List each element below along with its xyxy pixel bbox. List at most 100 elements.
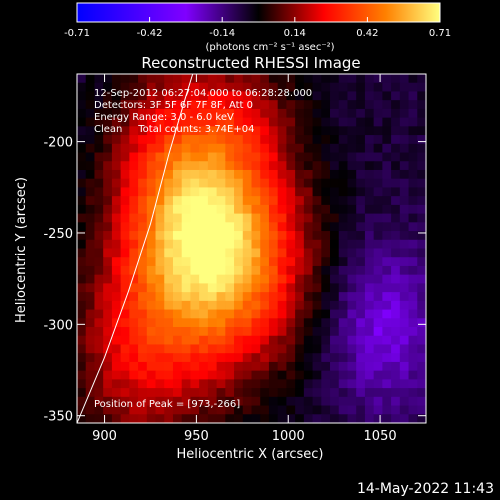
heatmap-cell: [417, 117, 426, 127]
heatmap-cell: [85, 74, 96, 84]
heatmap-cell: [286, 335, 296, 346]
heatmap-cell: [347, 300, 357, 311]
heatmap-cell: [242, 309, 253, 319]
heatmap-cell: [94, 274, 104, 284]
heatmap-cell: [103, 108, 113, 119]
heatmap-cell: [111, 239, 122, 250]
heatmap-cell: [216, 300, 226, 311]
heatmap-cell: [190, 388, 200, 398]
heatmap-cell: [312, 327, 322, 337]
heatmap-cell: [268, 353, 279, 363]
heatmap-cell: [103, 274, 113, 284]
heatmap-cell: [268, 344, 279, 354]
annotation-time-range: 12-Sep-2012 06:27:04.000 to 06:28:28.000: [94, 88, 312, 99]
heatmap-cell: [234, 187, 244, 197]
heatmap-cell: [347, 204, 357, 215]
heatmap-cell: [295, 300, 305, 311]
heatmap-cell: [338, 248, 349, 258]
y-tick-label: -200: [43, 136, 73, 151]
heatmap-cell: [111, 213, 122, 223]
heatmap-cell: [277, 178, 287, 189]
heatmap-cell: [356, 239, 366, 250]
heatmap-cell: [303, 283, 314, 293]
heatmap-cell: [120, 405, 130, 415]
heatmap-cell: [181, 283, 192, 293]
heatmap-cell: [234, 91, 244, 101]
heatmap-cell: [260, 100, 270, 110]
heatmap-cell: [338, 222, 349, 232]
heatmap-cell: [260, 222, 270, 232]
heatmap-cell: [146, 327, 157, 337]
heatmap-cell: [164, 82, 174, 93]
heatmap-cell: [199, 344, 209, 354]
heatmap-cell: [364, 178, 375, 189]
heatmap-cell: [399, 152, 410, 162]
heatmap-cell: [199, 231, 209, 241]
heatmap-cell: [391, 169, 401, 180]
heatmap-cell: [277, 274, 287, 284]
heatmap-cell: [207, 265, 218, 276]
heatmap-cell: [347, 74, 357, 84]
heatmap-cell: [94, 91, 104, 101]
heatmap-cell: [85, 187, 96, 197]
heatmap-cell: [260, 248, 270, 258]
heatmap-cell: [321, 239, 331, 250]
heatmap-cell: [190, 74, 200, 84]
heatmap-cell: [295, 143, 305, 154]
heatmap-cell: [286, 388, 296, 398]
heatmap-cell: [164, 152, 174, 162]
heatmap-cell: [199, 248, 209, 258]
peak-position-label: Position of Peak = [973,-266]: [94, 399, 240, 410]
heatmap-cell: [103, 388, 113, 398]
heatmap-cell: [303, 405, 314, 415]
heatmap-cell: [312, 213, 322, 223]
heatmap-cell: [111, 292, 122, 302]
heatmap-cell: [347, 196, 357, 206]
heatmap-cell: [103, 152, 113, 162]
heatmap-cell: [391, 344, 401, 354]
heatmap-cell: [181, 292, 192, 302]
heatmap-cell: [103, 161, 113, 171]
heatmap-cell: [286, 82, 296, 93]
heatmap-cell: [94, 257, 104, 267]
heatmap-cell: [356, 370, 366, 380]
heatmap-cell: [399, 248, 410, 258]
heatmap-cell: [356, 231, 366, 241]
heatmap-cell: [111, 414, 122, 423]
heatmap-cell: [94, 379, 104, 389]
heatmap-cell: [321, 405, 331, 415]
heatmap-cell: [207, 82, 218, 93]
heatmap-cell: [216, 248, 226, 258]
heatmap-cell: [207, 74, 218, 84]
heatmap-cell: [155, 379, 165, 389]
heatmap-cell: [391, 91, 401, 101]
heatmap-cell: [260, 405, 270, 415]
heatmap-cell: [103, 379, 113, 389]
heatmap-cell: [373, 257, 383, 267]
heatmap-cell: [356, 178, 366, 189]
heatmap-cell: [321, 300, 331, 311]
heatmap-cell: [242, 196, 253, 206]
heatmap-cell: [207, 361, 218, 372]
heatmap-cell: [190, 239, 200, 250]
heatmap-cell: [312, 388, 322, 398]
heatmap-cell: [190, 335, 200, 346]
heatmap-cell: [408, 309, 418, 319]
heatmap-cell: [286, 204, 296, 215]
heatmap-cell: [155, 82, 165, 93]
heatmap-cell: [164, 414, 174, 423]
heatmap-cell: [234, 379, 244, 389]
heatmap-cell: [295, 414, 305, 423]
heatmap-cell: [391, 74, 401, 84]
heatmap-cell: [417, 414, 426, 423]
heatmap-cell: [94, 126, 104, 136]
heatmap-cell: [155, 405, 165, 415]
heatmap-cell: [172, 239, 183, 250]
heatmap-cell: [295, 91, 305, 101]
heatmap-cell: [129, 344, 139, 354]
heatmap-cell: [234, 300, 244, 311]
heatmap-cell: [129, 100, 139, 110]
heatmap-cell: [85, 126, 96, 136]
heatmap-cell: [138, 213, 148, 223]
heatmap-cell: [382, 196, 392, 206]
